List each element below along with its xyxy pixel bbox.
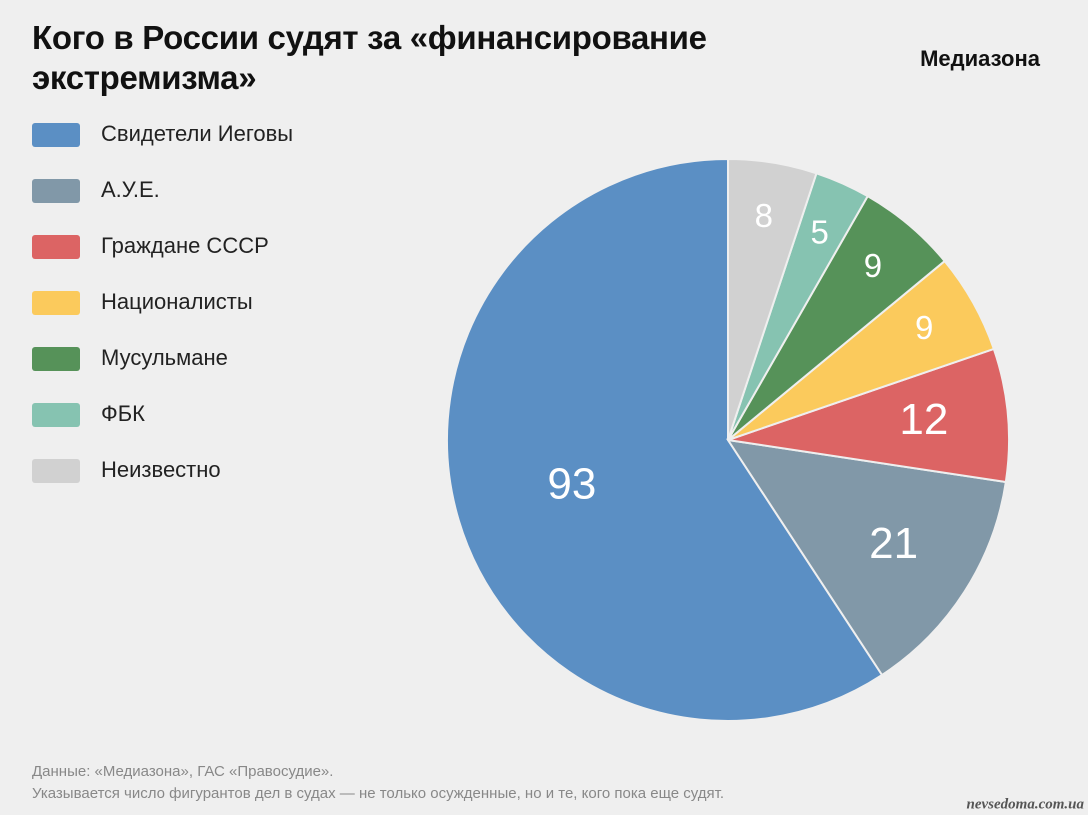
data-label: 9 (915, 309, 933, 346)
legend-swatch (32, 123, 80, 147)
legend-label: Свидетели Иеговы (101, 121, 293, 146)
data-label: 9 (864, 247, 882, 284)
legend-swatch (32, 403, 80, 427)
legend-swatch (32, 179, 80, 203)
legend-label: А.У.Е. (101, 177, 160, 202)
data-label: 12 (899, 395, 948, 444)
legend-label: Граждане СССР (101, 233, 269, 258)
pie-slice (727, 347, 1010, 484)
legend-label: Националисты (101, 289, 253, 314)
legend-swatch (32, 235, 80, 259)
data-label: 5 (811, 213, 829, 250)
legend-label: ФБК (101, 401, 145, 426)
legend-label: Неизвестно (101, 457, 221, 482)
legend-swatch (32, 291, 80, 315)
chart-title: Кого в России судят за «финансирование э… (32, 19, 707, 96)
watermark: nevsedoma.com.ua (967, 796, 1085, 812)
pie-slice (727, 157, 818, 441)
data-label: 93 (547, 459, 596, 508)
pie-slice (725, 438, 1007, 677)
legend-swatch (32, 459, 80, 483)
brand: Медиазона (920, 46, 1041, 71)
legend-label: Мусульмане (101, 345, 228, 370)
legend-swatch (32, 347, 80, 371)
pie-slice (446, 157, 884, 722)
data-label: 21 (869, 519, 918, 568)
note: Указывается число фигурантов дел в судах… (32, 785, 724, 802)
data-label: 8 (755, 197, 773, 234)
source: Данные: «Медиазона», ГАС «Правосудие». (32, 763, 333, 780)
